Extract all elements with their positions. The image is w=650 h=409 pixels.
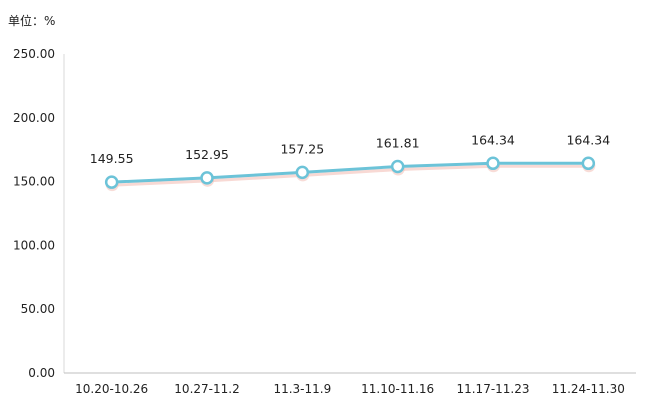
data-label: 152.95 (185, 147, 229, 162)
plot-area: 149.55 152.95 157.25 161.81 164.34 164.34 (90, 132, 610, 192)
x-tick-label: 11.17-11.23 (456, 382, 529, 396)
data-point (390, 159, 405, 174)
series-line (110, 161, 590, 184)
data-label: 149.55 (90, 151, 134, 166)
unit-label: 单位：% (8, 13, 55, 28)
y-tick-label: 100.00 (13, 238, 55, 252)
y-tick-label: 150.00 (13, 175, 55, 189)
y-axis: 0.00 50.00 100.00 150.00 200.00 250.00 (13, 47, 65, 380)
data-point (581, 156, 596, 171)
y-tick-label: 50.00 (21, 302, 55, 316)
data-label: 157.25 (280, 141, 324, 156)
data-label: 164.34 (471, 132, 515, 147)
data-point (200, 171, 214, 185)
y-tick-label: 200.00 (13, 111, 55, 125)
x-tick-label: 11.24-11.30 (552, 382, 625, 396)
x-tick-label: 10.27-11.2 (174, 382, 239, 396)
y-tick-label: 250.00 (13, 47, 55, 61)
data-label: 161.81 (376, 136, 420, 151)
data-point (295, 165, 310, 180)
x-axis: 10.20-10.26 10.27-11.2 11.3-11.9 11.10-11.1… (64, 372, 636, 396)
data-point (104, 175, 119, 189)
y-tick-label: 0.00 (28, 366, 55, 380)
data-label: 164.34 (566, 132, 610, 147)
x-tick-label: 10.20-10.26 (75, 382, 148, 396)
data-point (486, 156, 500, 171)
x-tick-label: 11.10-11.16 (361, 382, 434, 396)
series-line-shadow (111, 164, 591, 187)
x-tick-label: 11.3-11.9 (273, 382, 331, 396)
